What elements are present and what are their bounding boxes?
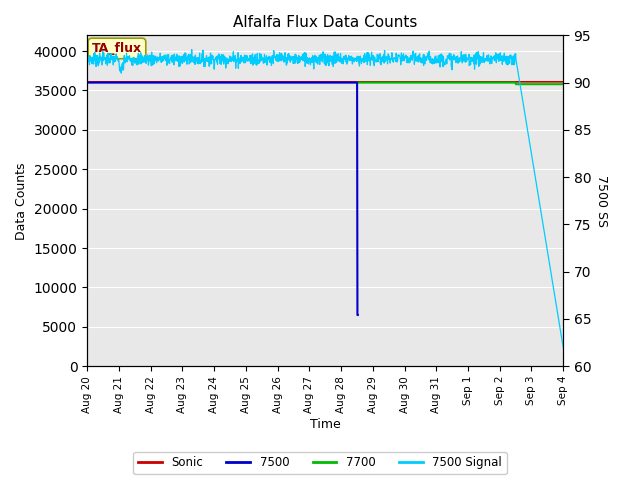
Y-axis label: 7500 SS: 7500 SS [595, 175, 608, 227]
Legend: Sonic, 7500, 7700, 7500 Signal: Sonic, 7500, 7700, 7500 Signal [133, 452, 507, 474]
Y-axis label: Data Counts: Data Counts [15, 162, 28, 240]
X-axis label: Time: Time [310, 419, 340, 432]
Title: Alfalfa Flux Data Counts: Alfalfa Flux Data Counts [233, 15, 417, 30]
Text: TA_flux: TA_flux [92, 42, 142, 55]
